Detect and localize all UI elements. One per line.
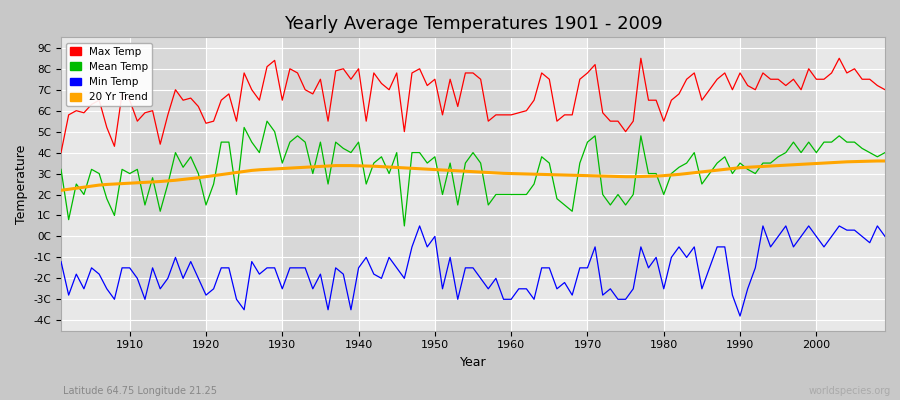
Bar — [816, 37, 893, 331]
Legend: Max Temp, Mean Temp, Min Temp, 20 Yr Trend: Max Temp, Mean Temp, Min Temp, 20 Yr Tre… — [67, 42, 152, 106]
Text: Latitude 64.75 Longitude 21.25: Latitude 64.75 Longitude 21.25 — [63, 386, 217, 396]
Bar — [511, 37, 588, 331]
Bar — [893, 37, 900, 331]
Bar — [588, 37, 663, 331]
Bar — [130, 37, 206, 331]
Bar — [740, 37, 816, 331]
Bar — [206, 37, 283, 331]
Bar — [435, 37, 511, 331]
Bar — [53, 37, 130, 331]
Title: Yearly Average Temperatures 1901 - 2009: Yearly Average Temperatures 1901 - 2009 — [284, 15, 662, 33]
Y-axis label: Temperature: Temperature — [15, 144, 28, 224]
Bar — [283, 37, 358, 331]
Bar — [663, 37, 740, 331]
X-axis label: Year: Year — [460, 356, 486, 369]
Text: worldspecies.org: worldspecies.org — [809, 386, 891, 396]
Bar — [358, 37, 435, 331]
